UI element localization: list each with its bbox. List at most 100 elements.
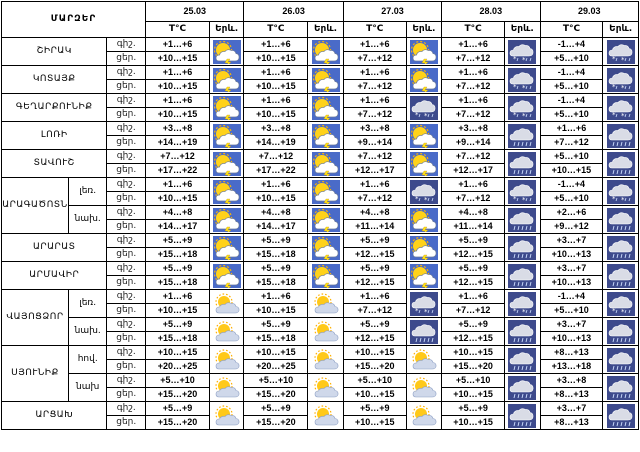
temp-range: +1…+6 [145,65,210,80]
svg-text:*: * [424,308,428,316]
table-row: ՏԱՎՈՒՇ գիշ. +7…+12 +7…+12 +7…+12 +7…+12 +5…+10 [0,149,639,178]
temp-range: +7…+12 [342,107,407,122]
temp-range: +4…+8 [243,205,309,220]
table-row: նախ. գիշ. +5…+9 +5…+9 +5…+9 +5…+9 +3…+7 [2,317,639,346]
partly-cloudy-icon [208,373,245,402]
temp-range: +1…+6 [145,177,210,192]
sun-cloud-lightning-icon [208,37,245,66]
svg-text:*: * [513,195,517,203]
svg-text:*: * [522,84,526,92]
temp-range: +5…+9 [342,317,407,332]
cloud-rain-icon [602,261,639,290]
temp-range: +15…+18 [243,331,309,346]
region-name: ԱՐԱՐԱՏ [0,233,108,262]
cloud-rain-snow-icon: * * [405,289,443,318]
temp-range: +10…+15 [441,387,506,402]
cloud-rain-icon [602,317,639,346]
sun-cloud-lightning-icon [307,37,344,66]
temp-range: +3…+7 [539,261,604,276]
region-name: ԱՐԱԳԱԾՈՏՆ [1,177,69,234]
temp-range: +1…+6 [145,93,210,108]
temp-range: +10…+15 [342,415,407,430]
sun-cloud-lightning-icon [208,233,245,262]
temp-col-header: T°C [145,21,210,38]
region-name: ԱՐՄԱՎԻՐ [0,261,108,290]
sun-cloud-lightning-icon [208,149,245,178]
temp-range: +7…+12 [441,107,506,122]
table-row: ցեր. +15…+18 +15…+18 +12…+15 +12…+15 +10…+13 [2,275,639,290]
temp-range: +3…+8 [342,121,407,136]
partly-cloudy-icon [405,345,443,374]
table-row: ԱՐՄԱՎԻՐ գիշ. +5…+9 +5…+9 +5…+9 +5…+9 +3…+7 [0,261,639,290]
sun-cloud-lightning-icon [208,65,245,94]
temp-range: +15…+20 [145,387,210,402]
temp-range: +10…+15 [243,345,309,360]
sun-cloud-lightning-icon [208,177,245,206]
svg-text:*: * [522,308,526,316]
temp-range: +5…+9 [441,261,506,276]
temp-range: -1…+4 [539,93,604,108]
sun-cloud-lightning-icon [208,261,245,290]
temp-range: +10…+15 [441,345,506,360]
temp-range: +10…+15 [243,191,309,206]
temp-range: +15…+18 [145,275,210,290]
temp-range: +1…+6 [539,121,604,136]
temp-range: +15…+18 [145,331,210,346]
period-label: գիշ. [106,37,147,52]
temp-range: +8…+13 [539,387,604,402]
partly-cloudy-icon [307,401,344,430]
sun-cloud-lightning-icon [307,121,344,150]
temp-range: +15…+18 [243,247,309,262]
region-name: ԳԵՂԱՐՔՈՒՆԻՔ [0,93,108,122]
temp-range: +3…+7 [539,233,604,248]
period-label: գիշ. [106,261,147,276]
cloud-rain-snow-icon: * * [602,37,639,66]
temp-range: +14…+17 [145,219,210,234]
svg-text:*: * [424,196,428,204]
partly-cloudy-icon [307,345,344,374]
subregion-name: հով. [67,345,108,374]
cloud-rain-snow-icon: * * [405,93,443,122]
temp-range: +1…+6 [243,93,309,108]
temp-range: +5…+9 [342,233,407,248]
partly-cloudy-icon [208,289,245,318]
table-row: ԱՐԱԳԱԾՈՏՆ լեռ. գիշ. +1…+6 +1…+6 +1…+6 * * +1…+6 *… [1,177,639,234]
temp-range: +3…+8 [441,121,506,136]
temp-range: +5…+9 [145,261,210,276]
temp-range: +5…+9 [145,233,210,248]
table-row: նախ գիշ. +5…+10 +5…+10 +5…+10 +5…+10 +3…+8 [2,373,639,402]
cloud-rain-icon [405,317,443,346]
date-header: 26.03 [243,1,344,22]
date-header: 28.03 [441,1,541,22]
temp-range: +9…+14 [441,135,506,150]
temp-range: +7…+12 [441,79,506,94]
temp-range: +7…+12 [145,149,210,164]
svg-text:*: * [415,307,419,315]
partly-cloudy-icon [405,373,443,402]
temp-range: +3…+8 [243,121,309,136]
temp-range: +7…+12 [342,149,407,164]
period-label: ցեր. [106,387,147,402]
period-label: ցեր. [106,303,147,318]
temp-range: +1…+6 [441,93,506,108]
temp-range: +15…+18 [243,275,309,290]
cloud-rain-icon [602,373,639,402]
temp-range: +4…+8 [342,205,407,220]
period-label: գիշ. [106,121,147,136]
temp-range: +4…+8 [441,205,506,220]
temp-range: +5…+10 [342,373,407,388]
cloud-rain-snow-icon: * * [405,177,443,206]
subregion-name: լեռ. [67,289,108,318]
phenomena-col-header: Երև. [602,21,639,38]
temp-range: +10…+13 [539,247,604,262]
temp-range: +10…+15 [342,387,407,402]
sun-cloud-lightning-icon [405,121,443,150]
period-label: ցեր. [106,415,147,430]
forecast-table: ՄԱՐԶԵՐ 25.03 26.03 27.03 28.03 29.03 T°C… [0,1,639,430]
temp-range: +5…+10 [539,79,604,94]
temp-range: -1…+4 [539,177,604,192]
svg-text:*: * [612,83,616,91]
temp-range: +1…+6 [441,37,506,52]
temp-range: +7…+12 [539,135,604,150]
temp-col-header: T°C [243,21,309,38]
